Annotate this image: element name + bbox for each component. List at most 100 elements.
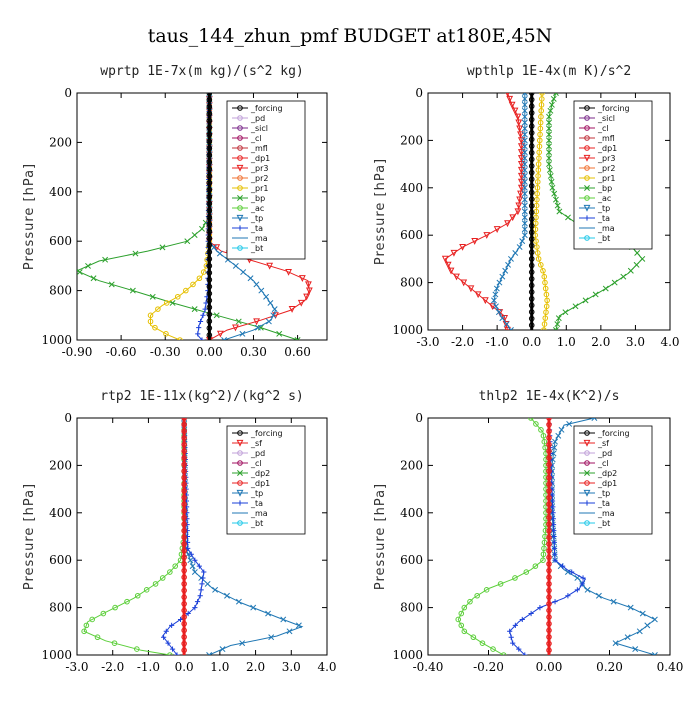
series-marker-ta <box>551 539 557 546</box>
series-marker-dp1 <box>112 604 118 611</box>
series-marker-dp1 <box>143 587 150 593</box>
x-tick-label: -0.30 <box>150 345 181 359</box>
y-tick-label: 0 <box>415 411 423 425</box>
series-marker-ta <box>550 510 556 516</box>
series-marker-forcing <box>206 110 213 117</box>
legend-marker <box>237 175 243 181</box>
series-marker-pr1 <box>163 331 169 337</box>
series-marker-forcing <box>206 325 213 331</box>
series-marker-forcing <box>206 131 213 138</box>
series-marker-ta <box>507 628 513 634</box>
series-marker-ma <box>491 297 497 304</box>
series-marker-bp <box>555 315 562 322</box>
series-marker-pr1 <box>155 306 161 312</box>
series-marker-forcing <box>528 169 535 176</box>
series-marker-forcing <box>528 116 535 123</box>
series-marker-forcing <box>546 441 552 448</box>
series-marker-forcing <box>206 256 213 262</box>
series-marker-forcing <box>546 574 552 581</box>
series-marker-ma <box>521 161 528 168</box>
series-marker-pr1 <box>174 293 181 300</box>
series-marker-ma <box>521 119 528 126</box>
legend-entry: _ma <box>597 224 615 233</box>
x-tick-label: -3.0 <box>65 660 88 674</box>
y-axis-label: Pressure [hPa] <box>373 483 388 590</box>
series-marker-bp <box>611 279 618 286</box>
series-marker-bp <box>556 208 563 215</box>
series-marker-forcing <box>528 130 535 136</box>
page-title: taus_144_zhun_pmf BUDGET at180E,45N <box>148 25 553 47</box>
series-marker-forcing <box>528 156 535 163</box>
legend-marker <box>584 215 590 221</box>
legend-marker <box>584 175 590 181</box>
x-tick-label: 3.0 <box>626 335 645 349</box>
series-marker-ta <box>565 593 571 599</box>
series-marker-ta <box>163 628 169 634</box>
series-marker-bp <box>159 244 166 251</box>
series-marker-ma <box>521 107 528 114</box>
series-marker-ma <box>521 137 528 144</box>
series-marker-ma <box>219 646 226 653</box>
series-marker-pr3 <box>515 202 523 210</box>
series-marker-ma <box>271 306 278 313</box>
series-marker-forcing <box>206 270 213 276</box>
series-marker-pr3 <box>517 172 525 180</box>
series-marker-pr3 <box>515 119 523 127</box>
series-marker-ta <box>199 337 205 340</box>
series-marker-pr3 <box>285 268 292 276</box>
series-marker-forcing <box>206 249 213 255</box>
series-line-pr1 <box>150 93 210 340</box>
legend-marker <box>583 439 591 447</box>
series-marker-bp <box>191 306 198 313</box>
legend-marker <box>584 470 590 476</box>
series-marker-bp <box>620 273 627 280</box>
series-marker-forcing <box>181 594 187 600</box>
series-marker-forcing <box>546 561 552 567</box>
series-marker-pr3 <box>232 324 239 332</box>
series-marker-pr3 <box>504 326 511 330</box>
series-marker-dp1 <box>461 628 468 635</box>
series-marker-pr1 <box>541 321 548 327</box>
series-marker-forcing <box>206 276 213 283</box>
series-marker-forcing <box>181 601 187 607</box>
legend-marker <box>237 450 243 456</box>
series-marker-dp1 <box>500 652 507 655</box>
series-marker-forcing <box>206 187 213 193</box>
legend-entry: _pr1 <box>597 174 615 183</box>
series-marker-dp1 <box>81 628 87 635</box>
series-line-pr1 <box>534 93 548 330</box>
panel-title: thlp2 1E-4x(K^2)/s <box>479 389 620 404</box>
x-tick-label: 4.0 <box>317 660 336 674</box>
series-marker-ma <box>505 261 512 268</box>
series-marker-pr3 <box>253 318 261 326</box>
legend-marker <box>237 470 243 476</box>
y-axis-label: Pressure [hPa] <box>373 158 388 265</box>
series-marker-forcing <box>181 441 187 448</box>
series-marker-pr3 <box>450 249 458 257</box>
series-marker-ma <box>286 628 293 635</box>
series-marker-ta <box>519 616 525 623</box>
series-marker-pr3 <box>514 113 522 121</box>
series-marker-forcing <box>181 455 187 461</box>
series-marker-bp <box>132 250 139 257</box>
series-marker-pr1 <box>539 93 545 96</box>
series-marker-pr1 <box>538 113 544 120</box>
series-marker-forcing <box>546 541 552 547</box>
series-marker-ta <box>184 533 190 540</box>
series-marker-ma <box>512 250 519 256</box>
series-marker-ma <box>521 125 528 132</box>
series-marker-forcing <box>206 221 213 228</box>
series-marker-ta <box>198 587 204 593</box>
series-marker-forcing <box>528 189 535 196</box>
series-marker-ta <box>185 545 191 551</box>
series-marker-dp1 <box>111 640 118 646</box>
series-marker-ma <box>521 172 528 179</box>
legend-entry: _ma <box>597 509 615 518</box>
series-marker-forcing <box>528 315 535 322</box>
legend-entry: _sf <box>250 439 262 448</box>
y-tick-label: 200 <box>49 135 72 149</box>
legend-entry: _bt <box>597 519 610 528</box>
series-marker-forcing <box>181 620 187 627</box>
series-marker-forcing <box>181 514 187 521</box>
